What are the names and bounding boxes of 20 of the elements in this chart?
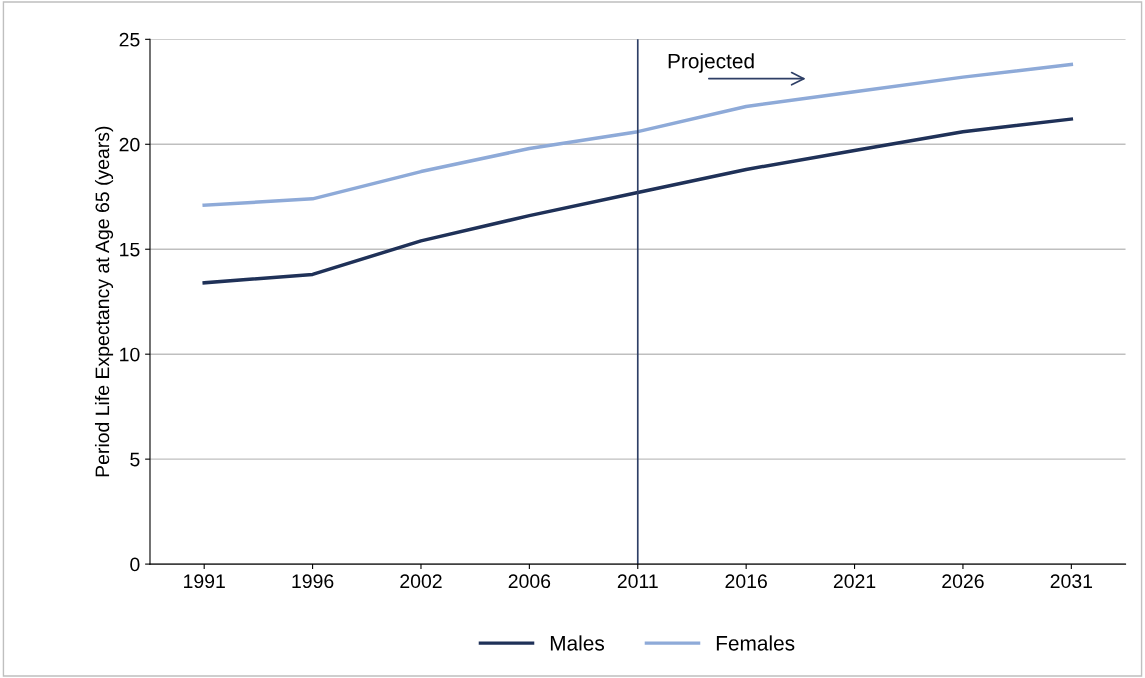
y-tick-label: 20 xyxy=(119,137,140,152)
y-tick-label: 0 xyxy=(130,557,140,572)
x-tick-label: 1991 xyxy=(184,574,225,589)
legend-label: Females xyxy=(716,635,795,651)
y-tick-label: 25 xyxy=(119,32,140,47)
legend-label: Males xyxy=(550,635,605,651)
y-tick-label: 15 xyxy=(120,242,140,257)
y-tick-label: 5 xyxy=(130,452,140,467)
x-tick-label: 2016 xyxy=(725,574,767,589)
x-tick-label: 2006 xyxy=(508,574,551,589)
y-axis-title: Period Life Expectancy at Age 65 (years) xyxy=(94,126,114,477)
line-series xyxy=(202,117,1074,285)
x-tick-label: 1996 xyxy=(292,574,334,589)
x-tick-label: 2021 xyxy=(833,574,876,589)
x-tick-label: 2002 xyxy=(400,574,442,589)
x-tick-label: 2031 xyxy=(1050,574,1093,589)
annotation: Projected xyxy=(668,53,754,73)
x-tick-label: 2026 xyxy=(942,574,984,589)
x-tick-label: 2011 xyxy=(617,574,658,589)
y-tick-label: 10 xyxy=(120,347,140,362)
